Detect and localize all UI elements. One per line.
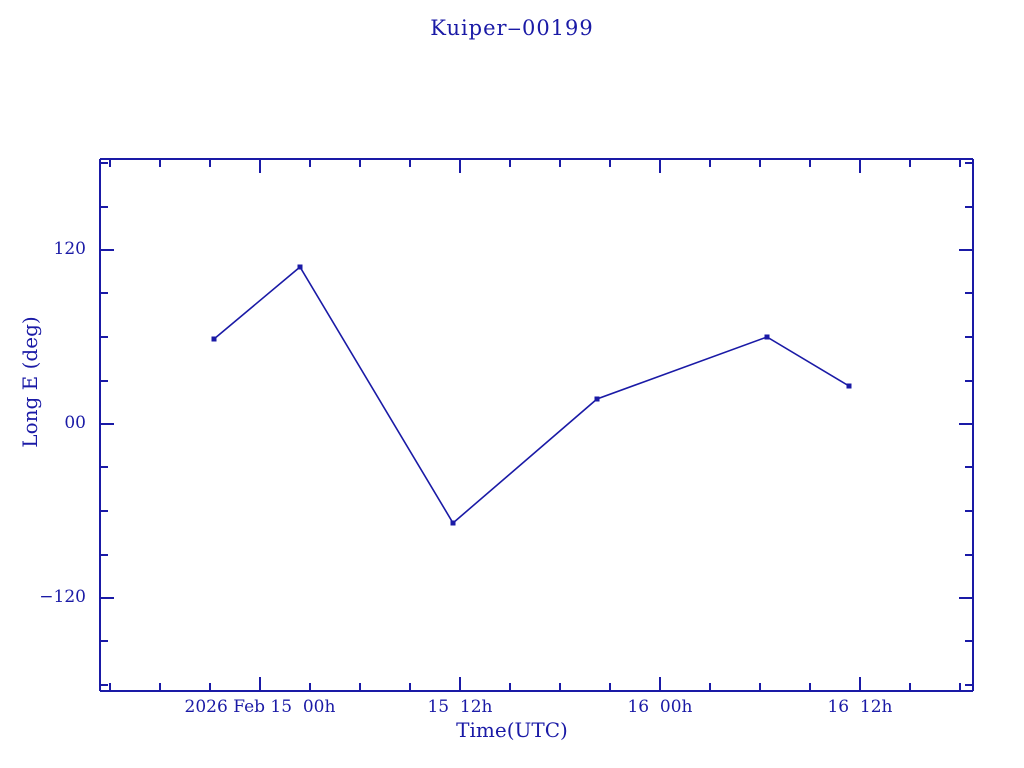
y-tick-label: 00: [64, 413, 86, 433]
series-line-long-e: [213, 265, 850, 525]
x-tick-label: 16 00h: [627, 697, 693, 717]
plot-frame: [99, 158, 974, 692]
data-point-marker[interactable]: [764, 334, 770, 340]
data-point-marker[interactable]: [450, 520, 456, 526]
x-axis-title: Time(UTC): [456, 718, 568, 742]
x-tick-label: 2026 Feb 15 00h: [184, 697, 336, 717]
data-point-marker[interactable]: [297, 264, 303, 270]
data-series-line: [213, 265, 850, 525]
x-tick-label: 15 12h: [427, 697, 493, 717]
y-tick-label: 120: [53, 239, 86, 259]
data-point-marker[interactable]: [594, 396, 600, 402]
data-point-markers: [211, 264, 852, 526]
y-axis-ticks: [100, 162, 973, 686]
y-tick-label: −120: [39, 587, 86, 607]
x-tick-label: 16 12h: [827, 697, 893, 717]
data-point-marker[interactable]: [846, 383, 852, 389]
chart-title: Kuiper‒00199: [430, 16, 594, 40]
x-axis-ticks: [109, 159, 961, 691]
data-point-marker[interactable]: [211, 336, 217, 342]
